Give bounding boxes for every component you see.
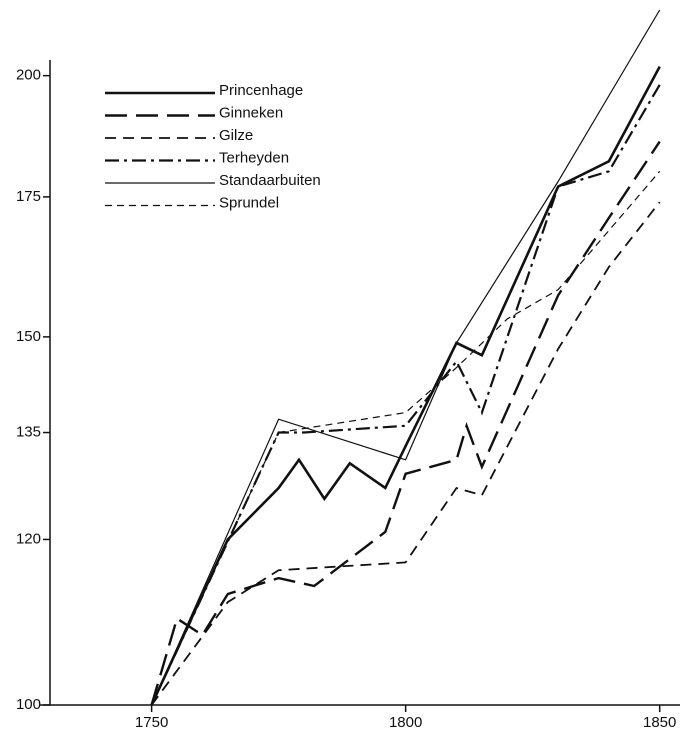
series-line (150, 201, 661, 706)
series-line (151, 9, 661, 706)
legend-label: Standaarbuiten (219, 172, 321, 189)
series-line (150, 140, 661, 706)
y-tick-label: 135 (16, 423, 41, 440)
y-tick-label: 150 (16, 328, 41, 345)
y-tick-label: 120 (16, 530, 41, 547)
x-tick-label: 1850 (643, 714, 676, 731)
series-line (150, 84, 661, 706)
series-line (151, 170, 661, 706)
y-tick-label: 100 (16, 696, 41, 713)
legend-label: Ginneken (219, 104, 283, 121)
y-tick-label: 175 (16, 188, 41, 205)
x-tick-label: 1750 (135, 714, 168, 731)
legend-label: Princenhage (219, 82, 303, 99)
x-tick-label: 1800 (389, 714, 422, 731)
legend-label: Terheyden (219, 149, 289, 166)
series-line (150, 65, 661, 706)
legend-label: Gilze (219, 127, 253, 144)
y-tick-label: 200 (16, 67, 41, 84)
legend-label: Sprundel (219, 194, 279, 211)
